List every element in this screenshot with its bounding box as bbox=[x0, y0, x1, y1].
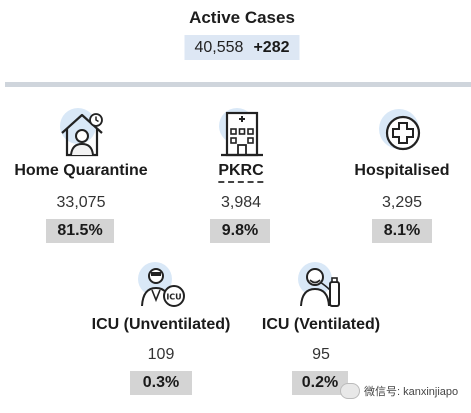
icu-unventilated-label: ICU (Unventilated) bbox=[91, 316, 231, 333]
pkrc-percent: 9.8% bbox=[210, 219, 270, 243]
active-cases-delta: +282 bbox=[253, 38, 290, 56]
home-quarantine-count: 33,075 bbox=[56, 194, 106, 211]
section-divider bbox=[5, 82, 471, 87]
house-person-icon bbox=[56, 107, 108, 159]
pkrc-label-text[interactable]: PKRC bbox=[218, 162, 264, 183]
pkrc-count: 3,984 bbox=[220, 194, 262, 211]
active-cases-total: 40,558 bbox=[194, 38, 244, 56]
hospitalised-percent: 8.1% bbox=[372, 219, 432, 243]
watermark-text: 微信号: kanxinjiapo bbox=[364, 386, 459, 398]
icu-ventilated-label: ICU (Ventilated) bbox=[261, 316, 381, 333]
icu-ventilated-percent: 0.2% bbox=[292, 371, 348, 395]
wechat-icon bbox=[340, 383, 360, 399]
watermark: 微信号: kanxinjiapo bbox=[340, 383, 458, 399]
home-quarantine-label: Home Quarantine bbox=[14, 162, 148, 179]
icu-unventilated-percent: 0.3% bbox=[130, 371, 192, 395]
active-cases-summary: 40,558 +282 bbox=[184, 35, 300, 60]
hospitalised-label: Hospitalised bbox=[354, 162, 450, 179]
hospitalised-count: 3,295 bbox=[381, 194, 423, 211]
active-cases-title: Active Cases bbox=[189, 8, 295, 27]
building-hospital-icon bbox=[217, 107, 267, 159]
doctor-icu-icon: ICU bbox=[136, 260, 188, 312]
home-quarantine-percent: 81.5% bbox=[46, 219, 114, 243]
icu-unventilated-count: 109 bbox=[147, 346, 175, 363]
icu-ventilated-count: 95 bbox=[312, 346, 330, 363]
pkrc-label[interactable]: PKRC bbox=[218, 162, 264, 183]
svg-text:ICU: ICU bbox=[166, 293, 181, 302]
patient-ventilator-icon bbox=[296, 260, 348, 312]
medical-cross-icon bbox=[379, 109, 427, 157]
